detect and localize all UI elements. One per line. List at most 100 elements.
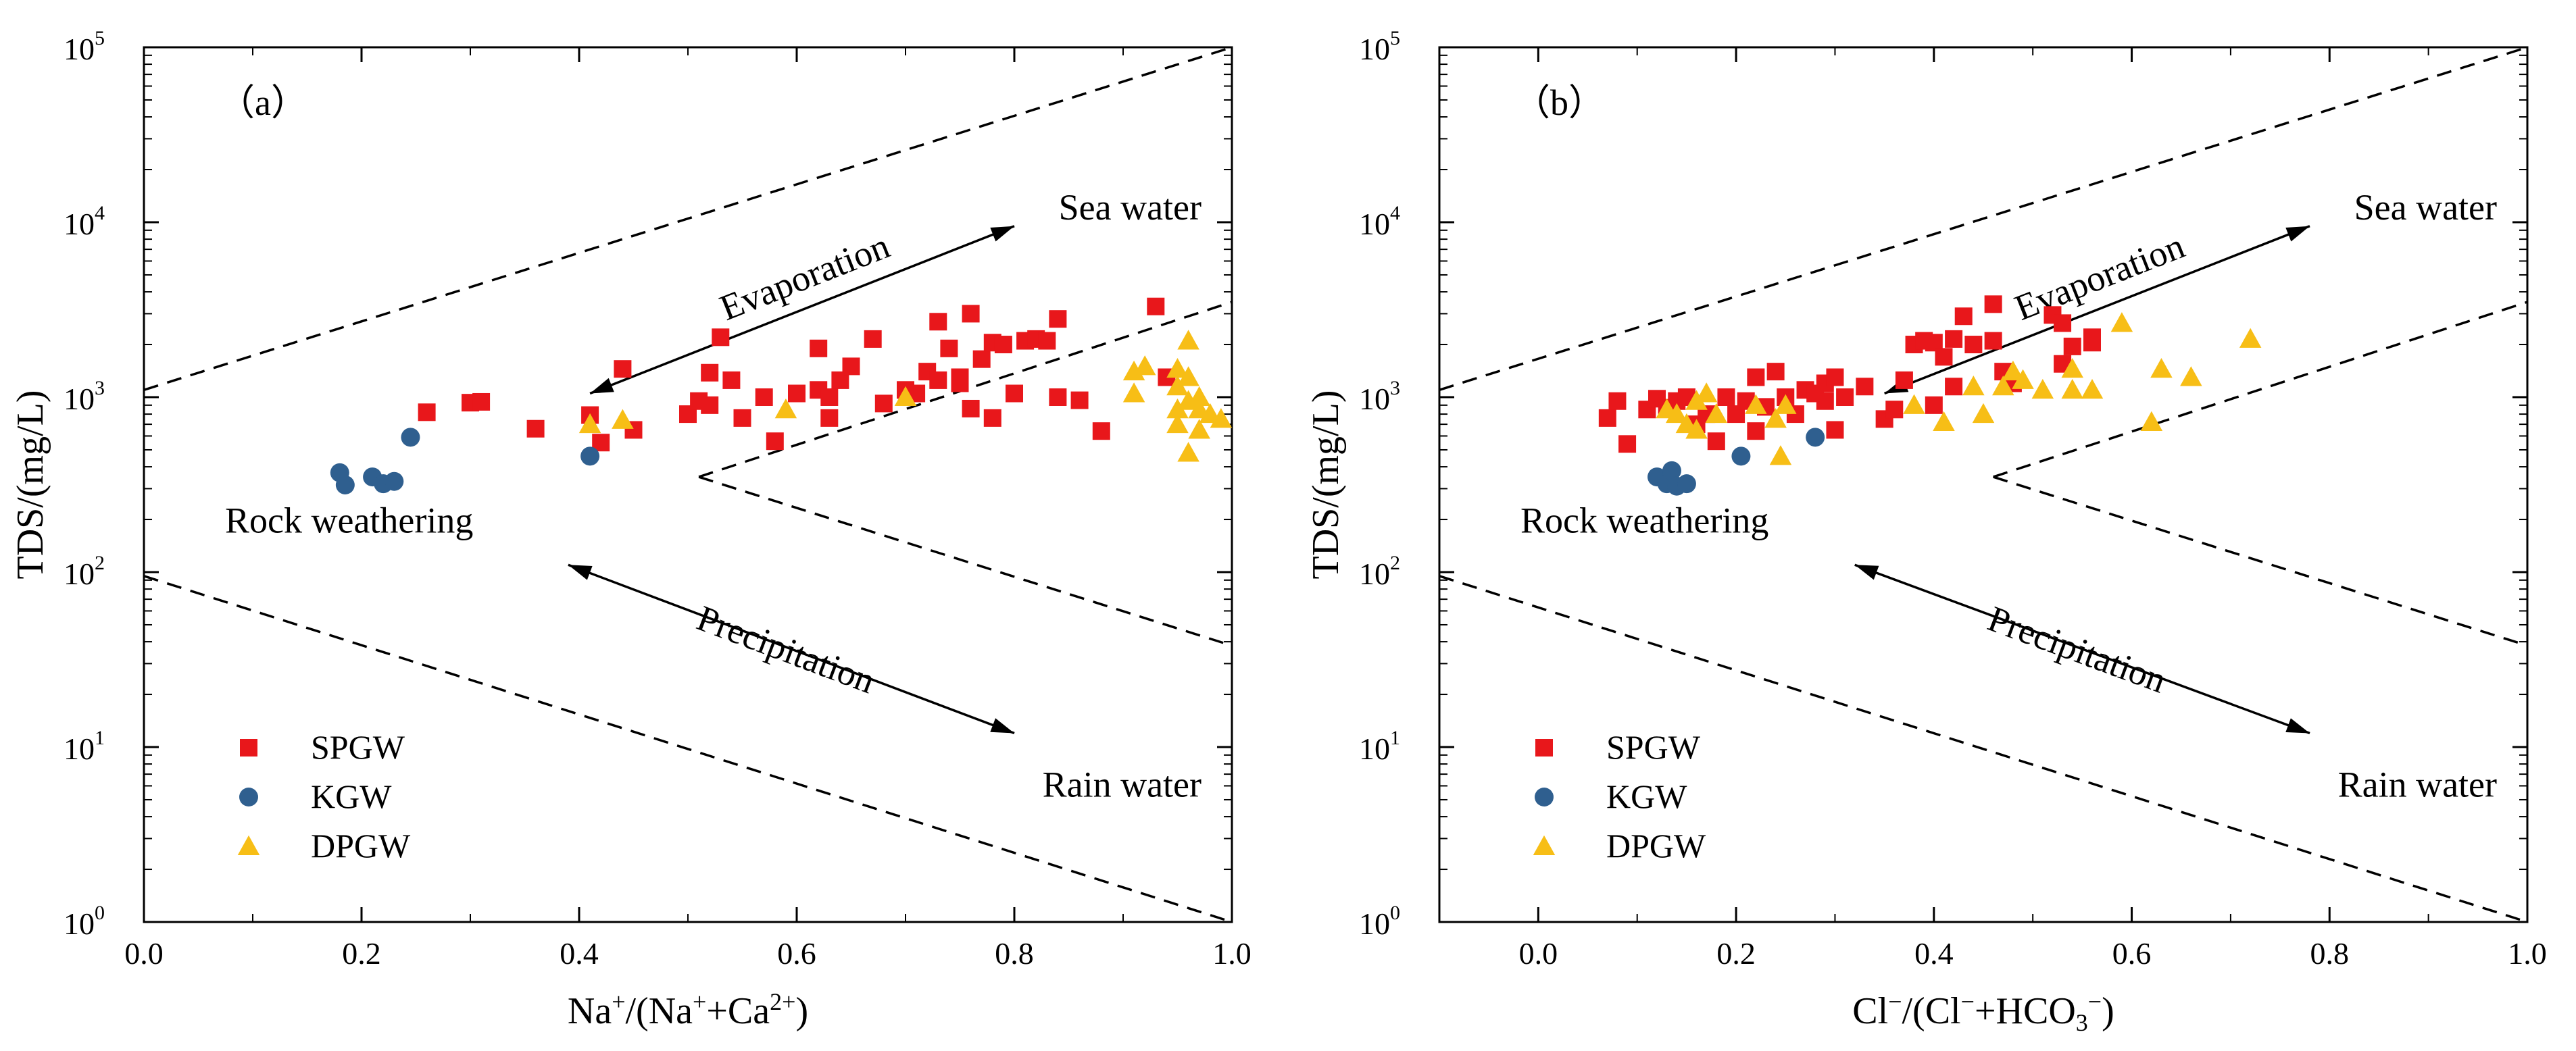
data-point-dpgw bbox=[2140, 411, 2163, 431]
data-point-dpgw bbox=[2239, 328, 2262, 348]
data-point-spgw bbox=[1954, 307, 1973, 326]
data-point-dpgw bbox=[1166, 376, 1189, 396]
data-point-dpgw bbox=[1210, 408, 1232, 428]
data-point-dpgw bbox=[1695, 382, 1718, 403]
legend-label-dpgw: DPGW bbox=[1606, 827, 1706, 865]
series-dpgw bbox=[1656, 312, 2262, 465]
y-tick-label: 101 bbox=[64, 727, 105, 766]
data-point-spgw bbox=[1049, 388, 1067, 406]
data-point-dpgw bbox=[2012, 369, 2034, 389]
data-point-spgw bbox=[951, 368, 969, 386]
x-tick-label: 1.0 bbox=[2508, 936, 2547, 971]
legend-label-spgw: SPGW bbox=[1606, 728, 1701, 766]
data-point-dpgw bbox=[1685, 390, 1708, 410]
data-point-spgw bbox=[1816, 392, 1834, 410]
data-point-spgw bbox=[929, 313, 947, 331]
data-point-spgw bbox=[1070, 391, 1089, 409]
data-point-spgw bbox=[1006, 384, 1023, 403]
data-point-dpgw bbox=[578, 413, 601, 434]
data-point-spgw bbox=[972, 350, 991, 368]
gibbs-boundary-line bbox=[1993, 301, 2527, 478]
data-point-spgw bbox=[1766, 363, 1785, 381]
rain-water-label: Rain water bbox=[1043, 764, 1202, 804]
y-axis-label: TDS/(mg/L) bbox=[1305, 390, 1347, 580]
legend-marker-dpgw bbox=[237, 835, 260, 855]
data-point-spgw bbox=[1717, 388, 1735, 406]
data-point-dpgw bbox=[1177, 366, 1199, 386]
data-point-dpgw bbox=[1705, 403, 1728, 424]
data-point-spgw bbox=[788, 384, 806, 403]
data-point-spgw bbox=[1618, 435, 1637, 453]
data-point-dpgw bbox=[2150, 357, 2173, 378]
series-dpgw bbox=[578, 330, 1232, 462]
x-axis-label: Na+/(Na++Ca2+) bbox=[568, 988, 808, 1032]
rock-weathering-label: Rock weathering bbox=[1520, 500, 1768, 540]
data-point-dpgw bbox=[2002, 360, 2025, 381]
data-point-dpgw bbox=[1745, 394, 1767, 414]
panel-label: （b） bbox=[1514, 82, 1605, 123]
y-tick-label: 101 bbox=[1359, 727, 1400, 766]
x-tick-label: 0.6 bbox=[777, 936, 816, 971]
rain-water-label: Rain water bbox=[2338, 764, 2497, 804]
series-spgw bbox=[418, 297, 1176, 452]
data-point-spgw bbox=[1826, 368, 1844, 386]
precipitation-arrow bbox=[1854, 563, 2310, 735]
data-point-spgw bbox=[1092, 422, 1110, 440]
data-point-dpgw bbox=[1764, 408, 1787, 428]
data-point-spgw bbox=[614, 360, 632, 378]
x-tick-label: 0.2 bbox=[342, 936, 381, 971]
data-point-spgw bbox=[1895, 371, 1913, 389]
data-point-kgw bbox=[1662, 461, 1681, 480]
precipitation-label: Precipitation bbox=[1983, 598, 2172, 700]
legend-marker-kgw bbox=[1535, 788, 1554, 806]
series-spgw bbox=[1598, 295, 2101, 453]
data-point-dpgw bbox=[774, 399, 797, 419]
data-point-dpgw bbox=[1903, 394, 1925, 414]
data-point-spgw bbox=[994, 336, 1012, 354]
data-point-dpgw bbox=[1962, 376, 1985, 396]
data-point-dpgw bbox=[1166, 413, 1189, 434]
legend-marker-spgw bbox=[240, 739, 257, 757]
data-point-kgw bbox=[335, 475, 355, 494]
y-tick-label: 105 bbox=[1359, 27, 1400, 66]
gibbs-boundary-line bbox=[144, 575, 1232, 922]
y-tick-label: 103 bbox=[64, 377, 105, 416]
data-point-spgw bbox=[864, 330, 882, 348]
data-point-spgw bbox=[2054, 314, 2072, 332]
data-point-spgw bbox=[701, 363, 719, 382]
data-point-dpgw bbox=[2061, 357, 2083, 378]
x-tick-label: 0.8 bbox=[2310, 936, 2350, 971]
data-point-dpgw bbox=[2031, 379, 2054, 399]
data-point-spgw bbox=[1707, 432, 1725, 451]
data-point-dpgw bbox=[1177, 442, 1199, 462]
data-point-spgw bbox=[1038, 332, 1056, 350]
data-point-spgw bbox=[1945, 330, 1963, 348]
data-point-spgw bbox=[472, 392, 491, 411]
data-point-spgw bbox=[1747, 422, 1765, 440]
data-point-spgw bbox=[1747, 368, 1765, 386]
data-point-spgw bbox=[1945, 378, 1963, 396]
data-point-spgw bbox=[962, 305, 980, 323]
data-point-spgw bbox=[755, 388, 773, 406]
data-point-spgw bbox=[701, 396, 719, 414]
data-point-spgw bbox=[722, 371, 741, 389]
data-point-dpgw bbox=[2061, 379, 2083, 399]
data-point-spgw bbox=[2083, 334, 2101, 352]
legend-label-kgw: KGW bbox=[311, 777, 392, 815]
legend-marker-kgw bbox=[239, 788, 258, 806]
panel-b: 0.0 0.2 0.4 0.6 0.8 1.0 100 101 102 103 104 105 Cl−/… bbox=[1305, 27, 2547, 1036]
precipitation-arrow-shaft bbox=[1854, 563, 2310, 735]
data-point-dpgw bbox=[894, 386, 917, 406]
data-point-dpgw bbox=[1122, 360, 1145, 381]
data-point-spgw bbox=[983, 409, 1001, 427]
evaporation-arrow-shaft bbox=[589, 225, 1015, 395]
panel-label: （a） bbox=[218, 82, 307, 123]
gibbs-boundary-line bbox=[698, 476, 1232, 647]
y-tick-label: 104 bbox=[64, 202, 105, 241]
data-point-dpgw bbox=[612, 409, 634, 429]
legend: SPGW KGW DPGW bbox=[237, 728, 411, 865]
data-point-spgw bbox=[1984, 295, 2002, 313]
x-tick-label: 1.0 bbox=[1212, 936, 1252, 971]
data-point-spgw bbox=[842, 357, 860, 376]
legend-marker-spgw bbox=[1535, 739, 1553, 757]
